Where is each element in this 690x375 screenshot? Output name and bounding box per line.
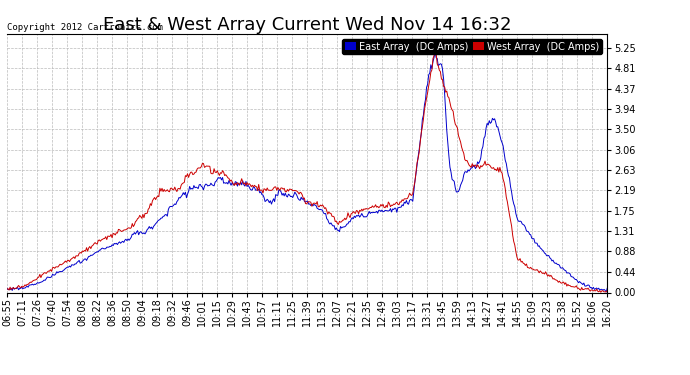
Title: East & West Array Current Wed Nov 14 16:32: East & West Array Current Wed Nov 14 16:… [103, 16, 511, 34]
Legend: East Array  (DC Amps), West Array  (DC Amps): East Array (DC Amps), West Array (DC Amp… [342, 39, 602, 54]
Text: Copyright 2012 Cartronics.com: Copyright 2012 Cartronics.com [7, 22, 163, 32]
